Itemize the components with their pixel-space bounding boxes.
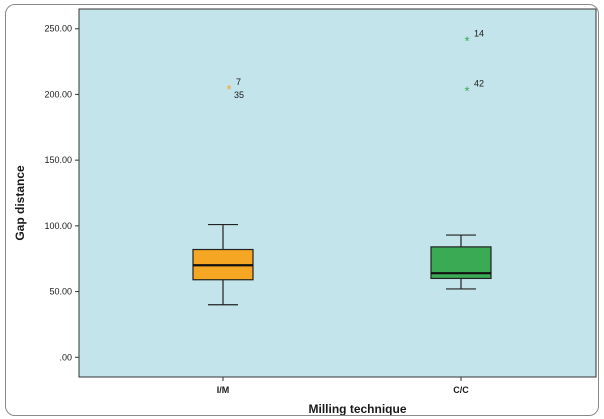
box-1: * 7 35 bbox=[192, 77, 254, 306]
y-tick-label: 50.00 bbox=[49, 287, 72, 297]
outlier-marker: * bbox=[464, 34, 469, 49]
box-2: * 14 * 42 bbox=[430, 29, 492, 290]
x-tick-label: I/M bbox=[217, 385, 230, 395]
y-tick-label: 200.00 bbox=[44, 89, 72, 99]
outlier-label: 14 bbox=[474, 29, 484, 39]
outlier-label: 35 bbox=[234, 90, 244, 100]
y-axis: .00 50.00 100.00 150.00 200.00 250.00 bbox=[44, 24, 79, 362]
outlier-label: 42 bbox=[474, 78, 484, 88]
y-tick-label: .00 bbox=[59, 352, 72, 362]
y-axis-title: Gap distance bbox=[13, 165, 27, 241]
boxes-layer: * 735*14* 42 bbox=[192, 29, 492, 306]
x-axis: I/M C/C bbox=[217, 377, 469, 395]
y-tick-label: 150.00 bbox=[44, 155, 72, 165]
x-tick-label: C/C bbox=[453, 385, 469, 395]
outlier-marker: * bbox=[226, 82, 231, 97]
chart-frame: .00 50.00 100.00 150.00 200.00 250.00 I/M C/C … bbox=[5, 4, 599, 416]
x-axis-title: Milling technique bbox=[309, 402, 407, 416]
outlier-marker: * bbox=[464, 83, 469, 98]
y-tick-label: 100.00 bbox=[44, 221, 72, 231]
y-tick-label: 250.00 bbox=[44, 24, 72, 34]
plot-area bbox=[78, 8, 597, 378]
outlier-label: 7 bbox=[236, 77, 241, 87]
